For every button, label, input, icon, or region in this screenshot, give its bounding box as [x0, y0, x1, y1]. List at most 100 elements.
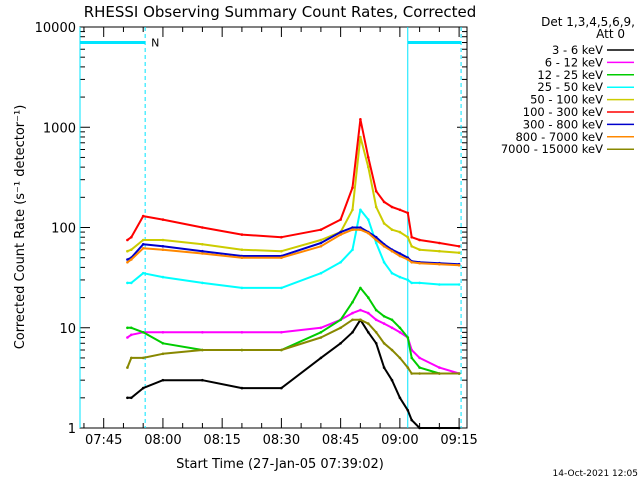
series-point — [418, 356, 421, 360]
series-point — [390, 348, 394, 352]
series-point — [240, 248, 244, 251]
series-point — [141, 331, 145, 334]
series-point — [201, 226, 204, 229]
legend-entry-label: 50 - 100 keV — [530, 93, 603, 107]
series-point — [374, 331, 378, 334]
series-point — [126, 326, 129, 330]
series-point — [367, 156, 370, 159]
y-tick-label: 10000 — [35, 21, 76, 36]
series-point — [319, 245, 323, 248]
x-tick-label: 09:15 — [440, 433, 477, 448]
series-point — [240, 331, 244, 334]
series-point — [374, 238, 378, 242]
series-point — [130, 326, 133, 330]
series-point — [351, 331, 354, 334]
series-point — [438, 372, 441, 375]
series-point — [374, 308, 378, 312]
series-point — [280, 348, 283, 352]
series-point — [418, 261, 421, 265]
series-point — [359, 308, 362, 312]
series-point — [374, 205, 378, 209]
series-point — [390, 326, 394, 330]
series-point — [418, 366, 421, 369]
series-point — [130, 396, 133, 400]
series-point — [351, 186, 354, 189]
series-point — [418, 248, 421, 251]
series-point — [161, 245, 165, 248]
series-point — [240, 286, 244, 290]
series-point — [130, 258, 133, 261]
series-point — [418, 281, 421, 285]
series-point — [280, 235, 283, 239]
series-point — [457, 251, 461, 254]
series-point — [382, 261, 386, 264]
y-tick-label: 100 — [51, 222, 76, 237]
series-point — [390, 318, 394, 322]
series-point — [319, 326, 323, 330]
series-point — [319, 356, 323, 360]
series-point — [351, 248, 354, 251]
series-point — [319, 331, 323, 334]
series-point — [410, 245, 414, 248]
legend-entry-label: 6 - 12 keV — [545, 55, 603, 69]
timestamp: 14-Oct-2021 12:05 — [553, 469, 638, 479]
legend-header-line-2: Att 0 — [596, 27, 625, 41]
series-point — [410, 281, 414, 285]
series-point — [126, 258, 129, 261]
series-point — [126, 249, 129, 253]
series-point — [339, 342, 342, 345]
series-point — [126, 261, 129, 264]
series-point — [201, 249, 204, 253]
series-point — [374, 318, 378, 322]
series-point — [280, 331, 283, 334]
series-point — [367, 231, 370, 235]
series-point — [280, 286, 283, 290]
series-point — [126, 238, 129, 242]
series-point — [126, 366, 129, 369]
series-point — [457, 264, 461, 267]
series-point — [398, 396, 402, 400]
series-point — [339, 261, 342, 264]
series-point — [410, 418, 414, 422]
series-point — [126, 281, 129, 285]
legend-header-line-1: Det 1,3,4,5,6,9, — [541, 15, 635, 29]
series-point — [319, 271, 323, 275]
series-point — [141, 386, 145, 390]
series-point — [359, 208, 362, 212]
series-point — [410, 261, 414, 264]
series-point — [398, 356, 402, 360]
series-point — [457, 372, 461, 375]
series-point — [141, 356, 145, 360]
series-point — [406, 366, 410, 369]
series-point — [390, 205, 394, 209]
series-point — [351, 300, 354, 304]
series-point — [351, 311, 354, 315]
series-point — [130, 235, 133, 239]
series-line-5 — [126, 118, 460, 248]
series-point — [374, 189, 378, 193]
series-point — [457, 283, 461, 286]
series-point — [319, 228, 323, 231]
series-point — [382, 200, 386, 204]
series-point — [382, 222, 386, 225]
y-tick-label: 1 — [68, 422, 76, 437]
series-point — [406, 336, 410, 339]
night-label: N — [151, 37, 159, 50]
series-point — [398, 331, 402, 334]
series-point — [398, 252, 402, 255]
series-point — [410, 235, 414, 239]
series-point — [418, 426, 421, 430]
series-point — [398, 326, 402, 330]
legend-entry-label: 25 - 50 keV — [537, 80, 603, 94]
series-line-6 — [126, 226, 460, 266]
series-line-0 — [127, 318, 460, 429]
y-tick-label: 10 — [59, 322, 76, 337]
series-point — [382, 366, 386, 369]
series-point — [367, 311, 370, 315]
series-point — [374, 342, 378, 345]
series-point — [351, 318, 354, 322]
series-point — [410, 372, 414, 375]
series-point — [201, 281, 204, 285]
series-point — [382, 322, 386, 325]
